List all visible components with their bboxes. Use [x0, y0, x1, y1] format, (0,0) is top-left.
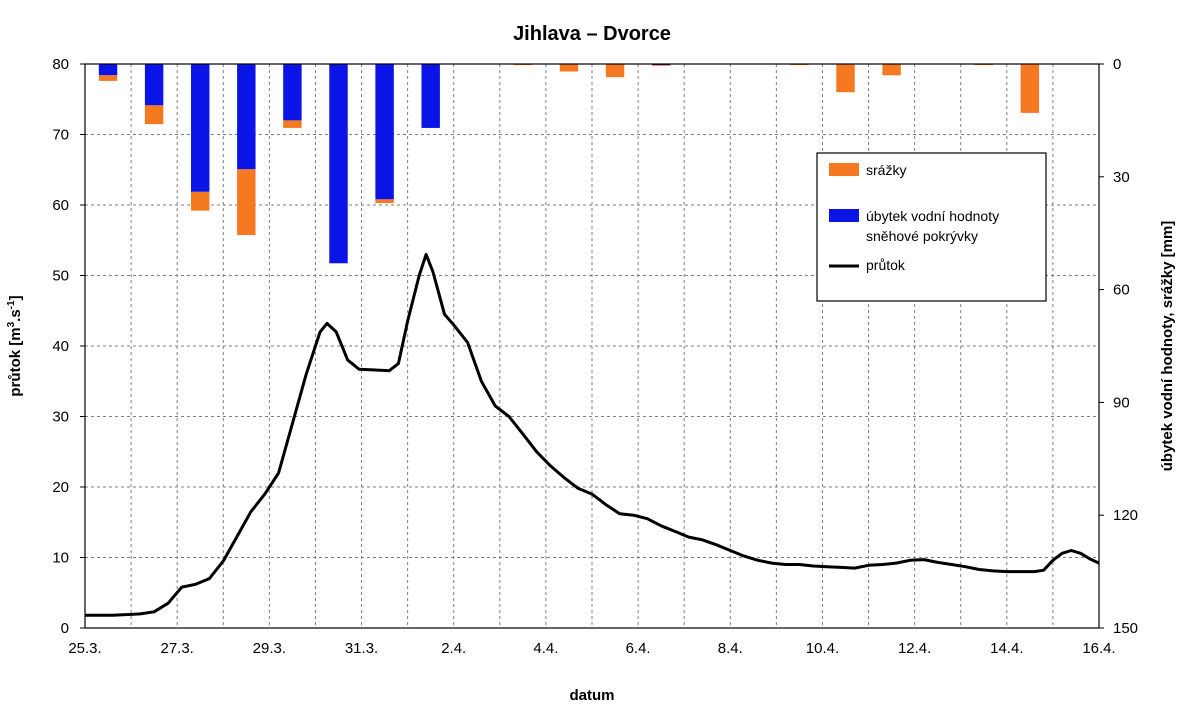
y-axis-right-ticks: 0 30 60 90 120 150: [1099, 56, 1138, 637]
y-right-tick-label: 90: [1113, 394, 1130, 411]
legend-label-snow-line1: úbytek vodní hodnoty: [866, 208, 999, 224]
y-axis-right-label: úbytek vodní hodnoty, srážky [mm]: [1159, 221, 1176, 472]
x-tick-label: 29.3.: [253, 640, 286, 657]
y-left-tick-label: 0: [61, 620, 69, 637]
y-left-tick-label: 40: [52, 338, 69, 355]
legend-label-snow-line2: sněhové pokrývky: [866, 228, 978, 244]
x-tick-label: 16.4.: [1082, 640, 1115, 657]
y-right-tick-label: 120: [1113, 507, 1138, 524]
y-left-tick-label: 30: [52, 409, 69, 426]
x-tick-label: 6.4.: [626, 640, 651, 657]
x-tick-label: 10.4.: [806, 640, 839, 657]
bar-precipitation: [1021, 64, 1039, 113]
bar-precipitation: [836, 64, 854, 92]
x-tick-label: 2.4.: [441, 640, 466, 657]
bar-precipitation: [560, 64, 578, 72]
y-right-tick-label: 0: [1113, 56, 1121, 73]
bar-precipitation: [375, 199, 393, 203]
y-left-tick-label: 80: [52, 56, 69, 73]
bar-precipitation: [882, 64, 900, 75]
x-tick-label: 31.3.: [345, 640, 378, 657]
x-tick-label: 8.4.: [718, 640, 743, 657]
legend-swatch-srazky: [829, 163, 859, 176]
bar-snow-melt: [329, 64, 347, 263]
bar-snow-melt: [191, 64, 209, 192]
bar-precipitation: [283, 120, 301, 128]
bar-snow-melt: [421, 64, 439, 128]
x-tick-label: 4.4.: [533, 640, 558, 657]
y-axis-left-label: průtok [m3.s-1]: [6, 295, 24, 396]
bar-precipitation: [237, 169, 255, 235]
bar-snow-melt: [283, 64, 301, 120]
x-tick-label: 12.4.: [898, 640, 931, 657]
y-right-tick-label: 150: [1113, 620, 1138, 637]
x-axis-label: datum: [570, 687, 615, 704]
bar-precipitation: [145, 105, 163, 124]
flow-line-group: [85, 254, 1099, 615]
bar-snow-melt: [375, 64, 393, 199]
y-right-tick-label: 30: [1113, 169, 1130, 186]
flow-line: [85, 254, 1099, 615]
legend: srážky úbytek vodní hodnoty sněhové pokr…: [817, 153, 1046, 301]
bar-snow-melt: [237, 64, 255, 169]
legend-label-srazky: srážky: [866, 162, 906, 178]
chart-title: Jihlava – Dvorce: [513, 23, 671, 45]
bar-precipitation: [652, 65, 670, 66]
legend-label-flow: průtok: [866, 257, 906, 273]
bar-snow-melt: [145, 64, 163, 105]
y-left-tick-label: 20: [52, 479, 69, 496]
x-axis-ticks: 25.3. 27.3. 29.3. 31.3. 2.4. 4.4. 6.4. 8.4. 10.4…: [68, 640, 1115, 657]
x-tick-label: 14.4.: [990, 640, 1023, 657]
x-tick-label: 27.3.: [160, 640, 193, 657]
legend-swatch-snow: [829, 209, 859, 222]
y-left-tick-label: 10: [52, 550, 69, 567]
y-left-tick-label: 50: [52, 268, 69, 285]
bar-precipitation: [99, 75, 117, 81]
y-left-tick-label: 60: [52, 197, 69, 214]
y-axis-left-ticks: 0 10 20 30 40 50 60 70 80: [52, 56, 85, 637]
y-left-tick-label: 70: [52, 127, 69, 144]
bar-precipitation: [191, 192, 209, 211]
x-tick-label: 25.3.: [68, 640, 101, 657]
bar-precipitation: [606, 64, 624, 77]
bar-snow-melt: [99, 64, 117, 75]
y-right-tick-label: 60: [1113, 282, 1130, 299]
